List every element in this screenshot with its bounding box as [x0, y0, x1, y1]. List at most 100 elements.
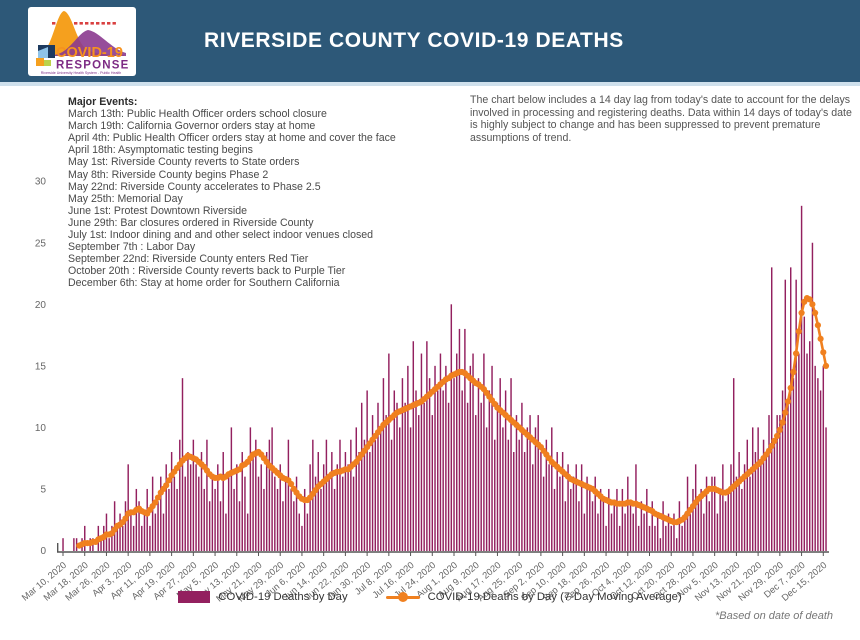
deaths-bar	[779, 415, 781, 551]
y-tick-label: 5	[40, 484, 46, 495]
deaths-bar	[132, 525, 135, 551]
deaths-bar	[811, 242, 814, 551]
deaths-bar	[678, 501, 681, 551]
y-tick-label: 0	[40, 546, 46, 557]
deaths-bar	[320, 488, 322, 551]
deaths-bar	[407, 365, 409, 551]
moving-average-layer	[76, 295, 830, 549]
moving-average-point	[779, 419, 786, 426]
deaths-bar	[730, 464, 732, 551]
deaths-bar	[822, 365, 825, 551]
deaths-bar	[176, 488, 178, 551]
deaths-bar	[363, 439, 366, 551]
deaths-bar	[583, 513, 586, 551]
deaths-bar	[806, 353, 808, 551]
y-tick-label: 15	[35, 361, 47, 372]
deaths-bar	[450, 304, 453, 551]
y-axis-labels: 0 5 10 15 20 25 30	[35, 177, 47, 557]
deaths-bar	[151, 476, 154, 551]
deaths-bar	[157, 501, 159, 551]
deaths-bar	[284, 476, 287, 551]
deaths-bar	[437, 390, 439, 551]
deaths-bar	[339, 439, 341, 551]
deaths-bar	[749, 476, 751, 551]
deaths-bar	[398, 427, 401, 551]
deaths-bar	[597, 513, 599, 551]
logo-purple-mountain	[54, 30, 126, 56]
deaths-bar	[770, 267, 773, 551]
deaths-bar	[754, 452, 757, 551]
major-event-line: April 4th: Public Health Officer orders …	[68, 132, 396, 145]
deaths-bar	[241, 452, 243, 551]
deaths-bar	[703, 513, 705, 551]
deaths-bar	[646, 488, 648, 551]
deaths-bar	[570, 488, 572, 551]
moving-average-point	[163, 482, 170, 489]
deaths-bar	[502, 427, 504, 551]
deaths-bar	[599, 488, 602, 551]
deaths-bar	[379, 427, 382, 551]
moving-average-point	[782, 409, 789, 416]
deaths-bar	[208, 501, 211, 551]
deaths-bar	[146, 488, 148, 551]
deaths-bar	[589, 488, 591, 551]
deaths-bar	[732, 378, 735, 551]
deaths-bar	[640, 501, 643, 551]
deaths-bar	[263, 488, 265, 551]
major-event-line: December 6th: Stay at home order for Sou…	[68, 277, 340, 290]
deaths-bar	[795, 279, 797, 551]
deaths-bar	[249, 427, 252, 551]
deaths-bar	[689, 513, 691, 551]
deaths-bar	[390, 439, 393, 551]
deaths-bar	[556, 452, 558, 551]
moving-average-point	[774, 432, 781, 440]
deaths-bar	[198, 476, 200, 551]
deaths-bar	[219, 501, 222, 551]
major-events-heading: Major Events:	[68, 96, 138, 108]
deaths-bar	[317, 452, 319, 551]
deaths-bar	[418, 415, 420, 551]
deaths-bar	[654, 525, 656, 551]
covid19-response-logo: COVID-19 RESPONSE Riverside University H…	[28, 7, 136, 76]
deaths-bar	[608, 488, 610, 551]
deaths-bar	[124, 501, 127, 551]
deaths-bar	[667, 513, 670, 551]
deaths-bar	[141, 525, 143, 551]
major-event-line: September 7th : Labor Day	[68, 241, 196, 254]
deaths-bar	[708, 501, 710, 551]
deaths-bar	[529, 415, 531, 551]
deaths-bar	[184, 476, 186, 551]
deaths-bar	[792, 378, 795, 551]
major-event-line: September 22nd: Riverside County enters …	[68, 253, 309, 266]
deaths-bar	[127, 464, 129, 551]
deaths-bar	[149, 525, 151, 551]
deaths-bar	[803, 316, 806, 551]
moving-average-point	[288, 480, 295, 488]
deaths-bar	[494, 439, 496, 551]
deaths-bar	[466, 402, 469, 551]
deaths-bar	[206, 439, 208, 551]
moving-average-point	[822, 362, 830, 369]
deaths-bar	[276, 488, 279, 551]
major-event-line: July 1st: Indoor dining and and other se…	[68, 229, 374, 242]
moving-average-point	[798, 309, 805, 316]
logo-covid19-text: COVID-19	[56, 45, 123, 61]
y-tick-label: 25	[35, 238, 47, 249]
major-event-line: October 20th : Riverside County reverts …	[68, 265, 346, 278]
deaths-bar	[189, 464, 192, 551]
deaths-bar	[776, 415, 778, 551]
deaths-bar	[187, 452, 189, 551]
deaths-bar	[787, 402, 789, 551]
moving-average-point	[784, 398, 792, 405]
deaths-bar	[724, 501, 727, 551]
moving-average-point	[806, 296, 813, 303]
deaths-bar	[580, 464, 583, 551]
deaths-bar	[255, 439, 257, 551]
deaths-bar	[439, 353, 442, 551]
deaths-bar	[627, 476, 629, 551]
deaths-bar	[510, 378, 512, 551]
deaths-bar	[602, 501, 605, 551]
deaths-bar	[170, 452, 173, 551]
moving-average-point	[771, 437, 778, 444]
deaths-bar	[73, 538, 75, 551]
